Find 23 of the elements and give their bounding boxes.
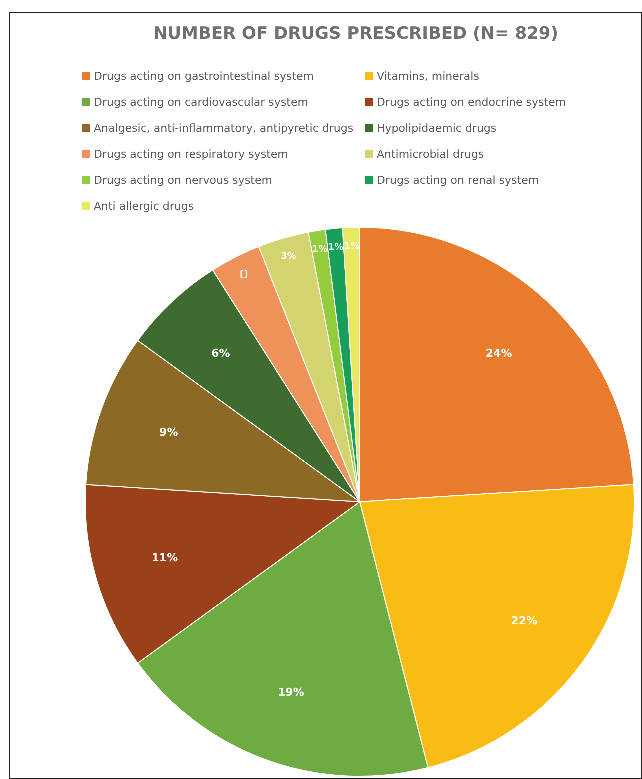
legend-label: Hypolipidaemic drugs	[376, 120, 498, 136]
data-label: 9%	[160, 426, 178, 440]
data-label: 1%	[312, 245, 328, 256]
chart-title: NUMBER OF DRUGS PRESCRIBED (N= 829)	[152, 24, 560, 44]
legend-label: Vitamins, minerals	[376, 68, 480, 84]
legend-label: Drugs acting on renal system	[376, 172, 540, 188]
data-label: 22%	[511, 614, 538, 628]
data-label: 24%	[486, 346, 512, 360]
legend-label: Analgesic, anti-inflammatory, antipyretic drugs	[93, 120, 355, 136]
legend-label: Anti allergic drugs	[93, 198, 196, 214]
legend-label: Drugs acting on respiratory system	[93, 146, 290, 162]
data-label: 1%	[328, 243, 344, 254]
legend-label: Drugs acting on endocrine system	[376, 94, 568, 110]
legend-label: Antimicrobial drugs	[376, 146, 486, 162]
data-label: 1%	[344, 242, 360, 252]
data-label: 3%	[281, 252, 296, 262]
data-label: []	[240, 270, 248, 280]
legend-label: Drugs acting on cardiovascular system	[93, 94, 310, 110]
data-label: 11%	[152, 552, 178, 565]
data-label: 19%	[278, 686, 304, 699]
data-label: 6%	[212, 346, 230, 360]
legend-label: Drugs acting on gastrointestinal system	[93, 68, 315, 84]
legend-label: Drugs acting on nervous system	[93, 172, 274, 188]
